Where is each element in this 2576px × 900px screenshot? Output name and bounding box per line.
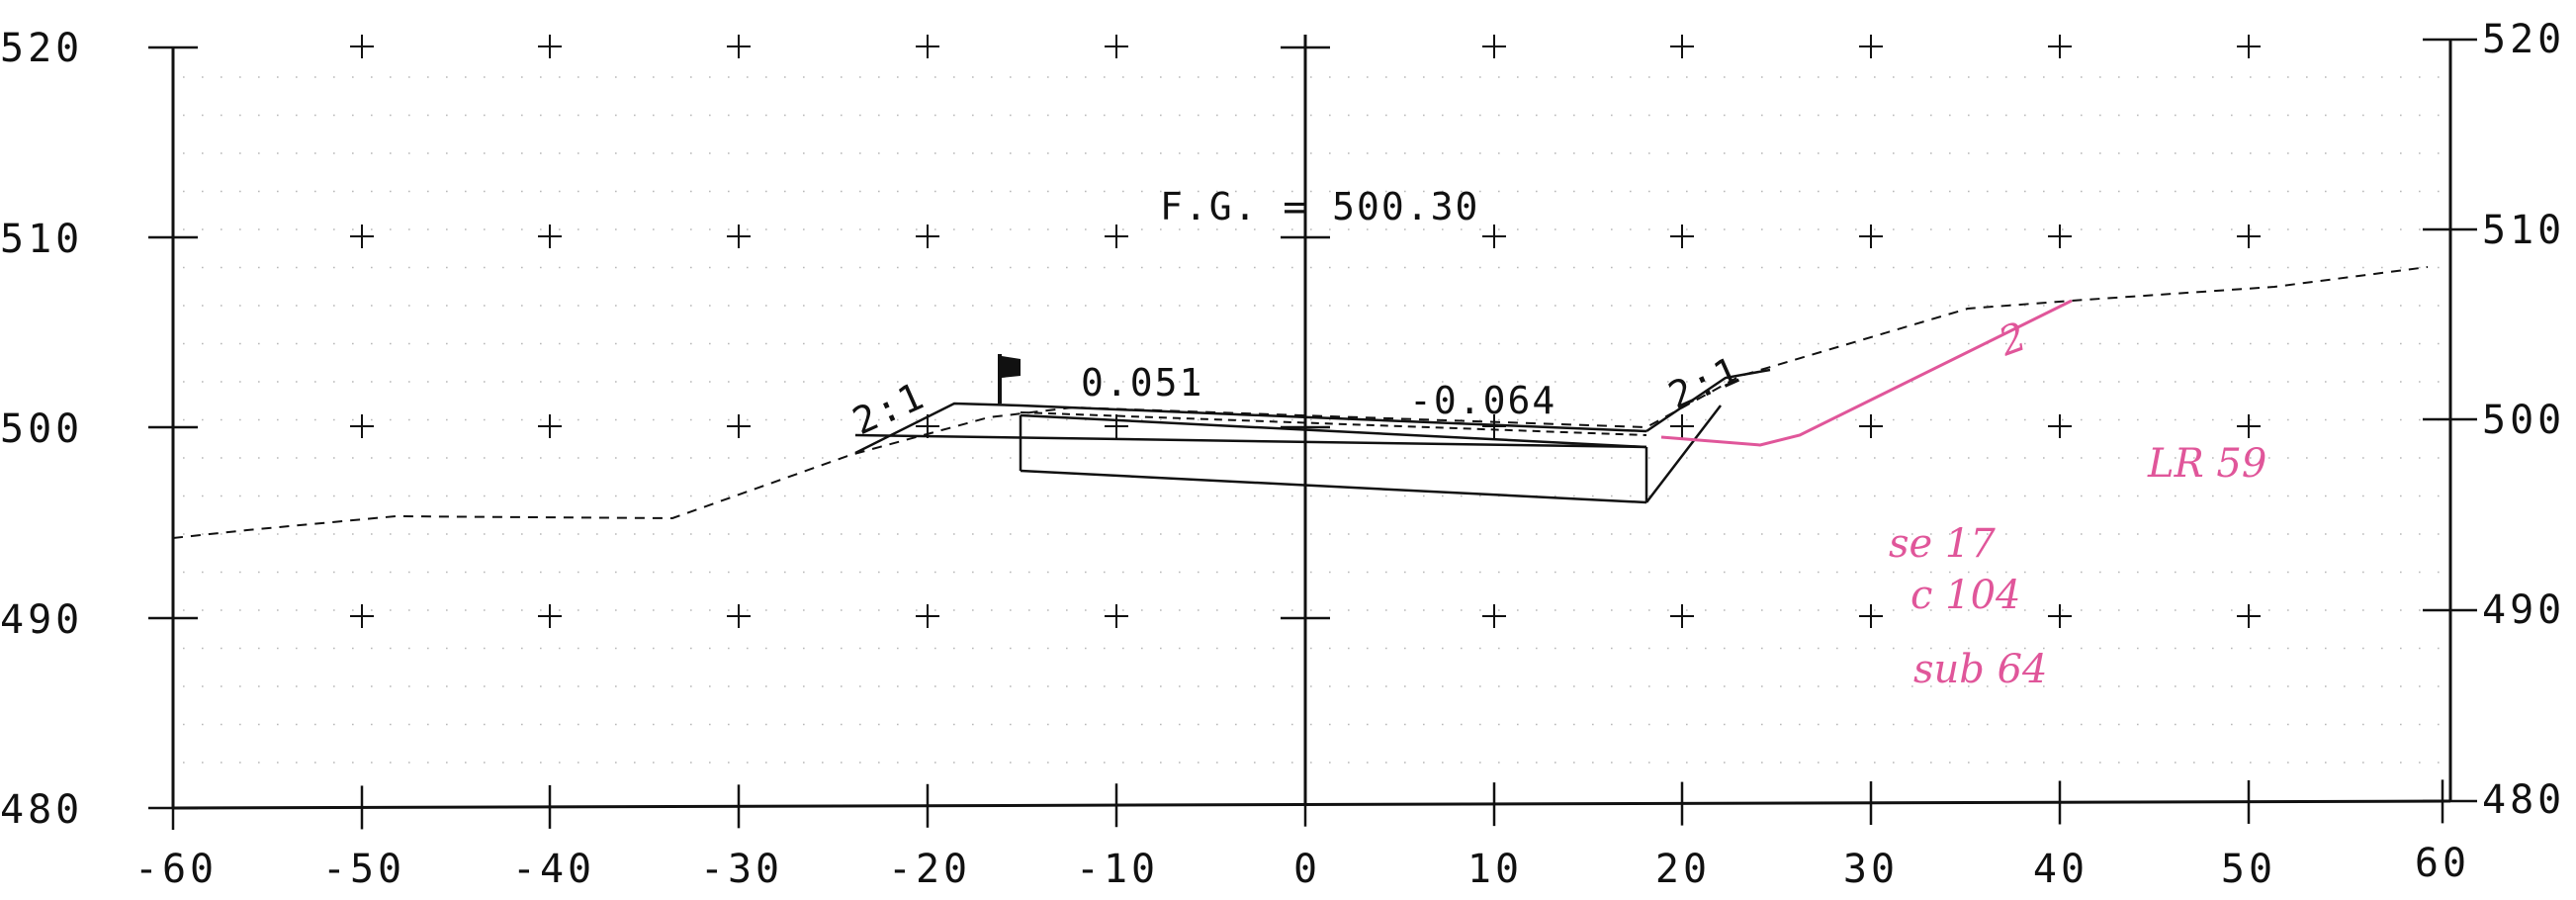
grid-cross-mark xyxy=(1105,414,1128,438)
grid-cross-mark xyxy=(1859,414,1883,438)
axis-ticks xyxy=(148,38,2477,830)
y-right-tick-label: 480 xyxy=(2482,777,2565,823)
grid-cross-mark xyxy=(1482,225,1506,248)
grid-cross-mark xyxy=(538,225,562,248)
y-axis-left-labels: 520 510 500 490 480 xyxy=(0,26,83,833)
shoulder-edge xyxy=(854,433,1647,449)
grid-cross-mark xyxy=(916,225,939,248)
grid-cross-mark xyxy=(727,225,751,248)
grid-cross-mark xyxy=(2237,35,2261,58)
y-axis-right-labels: 520 510 500 490 480 xyxy=(2482,17,2565,823)
y-left-tick-label: 520 xyxy=(0,26,83,71)
grid-cross-mark xyxy=(2048,35,2072,58)
x-tick-label: 40 xyxy=(2033,847,2088,892)
grid-cross-mark xyxy=(2048,604,2072,628)
grid-cross-mark xyxy=(1670,414,1694,438)
y-right-tick-label: 510 xyxy=(2482,208,2565,253)
left-cross-slope-label: 0.051 xyxy=(1081,361,1203,405)
grid-cross-mark xyxy=(350,414,374,438)
right-cross-slope-label: -0.064 xyxy=(1409,379,1556,422)
grid-cross-mark xyxy=(727,414,751,438)
y-left-tick-label: 510 xyxy=(0,217,83,262)
base-course-top xyxy=(1020,413,1647,449)
grid-cross-mark xyxy=(727,35,751,58)
x-tick-label: -30 xyxy=(700,847,783,892)
grid-cross-mark xyxy=(1859,35,1883,58)
grid-cross-mark xyxy=(2048,414,2072,438)
subbase-bottom xyxy=(1020,469,1647,504)
handwritten-note-se: se 17 xyxy=(1889,521,1996,567)
grid-cross-mark xyxy=(538,414,562,438)
x-tick-label: -20 xyxy=(888,847,971,892)
grid-cross-mark xyxy=(350,604,374,628)
dot-grid-pattern xyxy=(183,76,2440,764)
grid-cross-mark xyxy=(1482,35,1506,58)
finished-grade-label: F.G. = 500.30 xyxy=(1160,185,1479,228)
guardrail-flag-icon xyxy=(998,354,1021,404)
x-tick-label: -50 xyxy=(322,847,405,892)
bottom-axis-line xyxy=(172,799,2451,810)
grid-cross-mark xyxy=(1670,225,1694,248)
finished-grade-line xyxy=(1020,411,1647,436)
x-tick-label: 0 xyxy=(1293,847,1321,892)
grid-cross-mark xyxy=(2237,604,2261,628)
y-right-tick-label: 500 xyxy=(2482,398,2565,443)
handwritten-note-sub: sub 64 xyxy=(1913,647,2048,692)
y-right-tick-label: 490 xyxy=(2482,587,2565,633)
grid-cross-marks xyxy=(350,35,2261,628)
x-tick-label: -40 xyxy=(512,847,595,892)
grid-cross-mark xyxy=(2048,225,2072,248)
grid-cross-mark xyxy=(1482,604,1506,628)
x-tick-label: 60 xyxy=(2415,841,2470,886)
grid-cross-mark xyxy=(350,225,374,248)
y-left-tick-label: 490 xyxy=(0,597,83,643)
markup-ditch-line xyxy=(1660,299,2073,447)
pavement-top xyxy=(1020,404,1647,433)
x-tick-label: 50 xyxy=(2221,847,2276,892)
y-left-tick-label: 480 xyxy=(0,787,83,833)
handwritten-note-lr: LR 59 xyxy=(2147,441,2266,487)
x-tick-label: 20 xyxy=(1655,847,1711,892)
right-slope-ratio-label: 2:1 xyxy=(1662,348,1747,418)
grid-cross-mark xyxy=(1105,604,1128,628)
grid-cross-mark xyxy=(1105,225,1128,248)
grid-cross-mark xyxy=(538,35,562,58)
grid-cross-mark xyxy=(1670,604,1694,628)
grid-cross-mark xyxy=(350,35,374,58)
grid-cross-mark xyxy=(916,604,939,628)
right-slope xyxy=(1645,368,1771,433)
grid-cross-mark xyxy=(1859,225,1883,248)
x-tick-label: -10 xyxy=(1076,847,1159,892)
y-right-tick-label: 520 xyxy=(2482,17,2565,62)
right-fill-edge xyxy=(1645,405,1722,503)
grid-cross-mark xyxy=(2237,225,2261,248)
grid-cross-mark xyxy=(1670,35,1694,58)
grid-cross-mark xyxy=(538,604,562,628)
grid-cross-mark xyxy=(1105,35,1128,58)
x-tick-label: 30 xyxy=(1843,847,1899,892)
dot-grid xyxy=(183,76,2440,764)
x-axis-labels: -60 -50 -40 -30 -20 -10 0 10 20 30 40 50… xyxy=(134,841,2470,892)
x-tick-label: -60 xyxy=(134,847,218,892)
handwritten-note-c: c 104 xyxy=(1910,573,2020,618)
existing-ground-line xyxy=(172,266,2429,539)
grid-cross-mark xyxy=(2237,414,2261,438)
grid-cross-mark xyxy=(1859,604,1883,628)
left-slope-ratio-label: 2:1 xyxy=(846,374,932,444)
grid-cross-mark xyxy=(916,35,939,58)
x-tick-label: 10 xyxy=(1467,847,1523,892)
proposed-section xyxy=(854,368,1771,504)
y-left-tick-label: 500 xyxy=(0,406,83,452)
grid-cross-mark xyxy=(727,604,751,628)
